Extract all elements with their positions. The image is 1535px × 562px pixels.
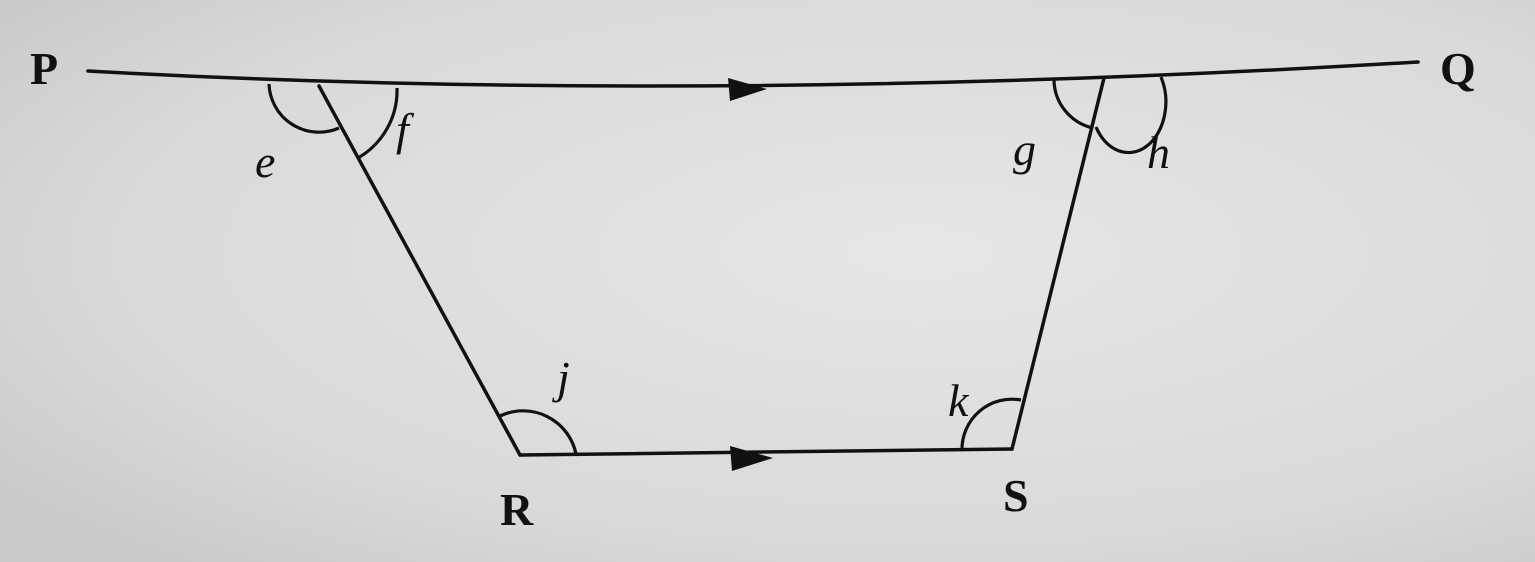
angle-arc-f <box>357 87 399 160</box>
angle-arc-j <box>499 409 578 455</box>
angle-label-j: j <box>552 352 570 403</box>
point-label-p: P <box>30 43 58 94</box>
angle-arc-h <box>1094 76 1168 155</box>
angle-arc-e <box>267 83 340 134</box>
segment-r-top <box>317 84 522 457</box>
segment-s-top <box>1010 76 1106 451</box>
point-label-q: Q <box>1440 43 1476 94</box>
point-label-s: S <box>1003 470 1029 521</box>
angle-label-g: g <box>1013 124 1036 175</box>
parallel-arrow-rs <box>730 446 773 471</box>
segment-rs <box>518 447 1014 457</box>
point-label-r: R <box>500 484 534 535</box>
angle-label-e: e <box>255 136 275 187</box>
line-pq <box>86 60 1420 88</box>
angle-label-k: k <box>948 375 970 426</box>
angle-label-h: h <box>1147 127 1170 178</box>
angle-arc-k <box>960 397 1022 451</box>
parallel-arrow-pq <box>728 78 767 101</box>
angle-arc-g <box>1052 79 1094 130</box>
